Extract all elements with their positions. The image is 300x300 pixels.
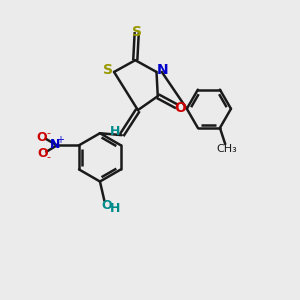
Text: O: O [101, 200, 112, 212]
Text: O: O [37, 147, 47, 160]
Text: O: O [36, 130, 47, 143]
Text: S: S [132, 25, 142, 39]
Text: N: N [157, 64, 169, 77]
Text: -: - [46, 128, 50, 138]
Text: H: H [110, 202, 121, 215]
Text: N: N [50, 138, 60, 151]
Text: -: - [47, 152, 51, 162]
Text: O: O [175, 101, 186, 115]
Text: CH₃: CH₃ [216, 143, 237, 154]
Text: +: + [56, 135, 64, 145]
Text: H: H [110, 125, 120, 138]
Text: S: S [103, 63, 112, 76]
